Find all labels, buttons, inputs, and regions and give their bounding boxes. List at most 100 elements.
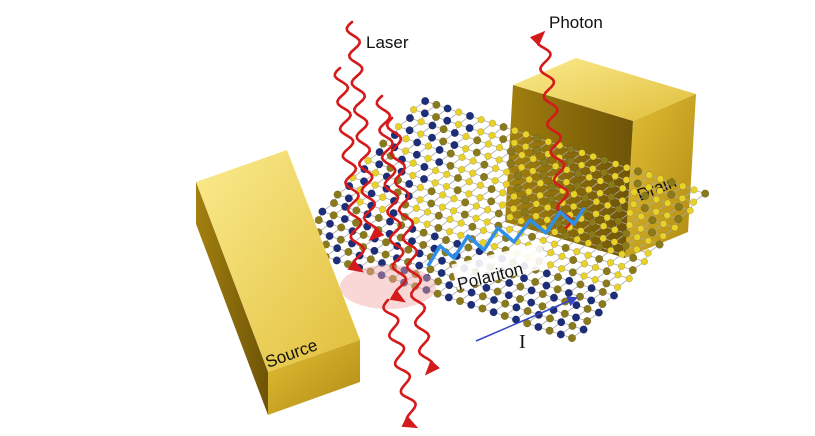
lattice-atom [438,203,447,211]
lattice-atom [520,208,529,217]
lattice-atom [594,308,603,317]
lattice-atom [506,159,515,168]
laser-wave [385,116,440,376]
lattice-atom [490,242,499,251]
lattice-atom [483,206,492,214]
lattice-atom [614,205,623,214]
lattice-atom [439,125,448,134]
lattice-atom [576,280,585,289]
lattice-atom [595,242,604,251]
lattice-atom [652,208,660,216]
lattice-atom [585,185,593,194]
lattice-atom [611,172,619,180]
lattice-atom [439,191,447,199]
lattice-atom [458,153,466,161]
lattice-atom [378,205,387,214]
lattice-atom [513,183,522,193]
lattice-atom [674,202,683,211]
lattice-atom [512,303,521,312]
lattice-atom [333,244,342,253]
lattice-atom [536,191,544,200]
lattice-atom [527,298,536,307]
lattice-atom [416,196,424,204]
lattice-atom [446,161,455,170]
lattice-atom [637,225,645,233]
lattice-atom [500,311,509,320]
lattice-atom [598,287,607,296]
lattice-atom [626,209,634,217]
photon-emission [529,30,573,230]
lattice-atom [419,240,428,249]
lattice-atom [519,274,529,283]
lattice-atom [580,272,588,280]
lattice-atom [600,156,609,165]
lattice-atom [409,171,417,180]
lattice-atom [575,292,585,301]
lattice-atom [573,235,581,244]
laser-wave [375,94,408,303]
lattice-atom [566,145,575,154]
lattice-atom [484,140,493,148]
lattice-atom [416,183,425,192]
lattice-atom [450,141,459,150]
lattice-atom [434,223,443,232]
lattice-atom [479,226,488,235]
lattice-atom [402,135,410,143]
lattice-atom [602,279,611,288]
lattice-atom [343,260,353,269]
lattice-atom [611,226,619,234]
laser-beam [333,20,440,429]
lattice-atom [633,179,642,188]
lattice-atom [431,166,440,175]
lattice-atom [577,227,585,235]
lattice-atom [625,274,633,283]
lattice-atom [573,247,581,256]
current-label: I [519,331,526,353]
lattice-atom [603,201,612,210]
lattice-atom [446,149,455,158]
lattice-atom [421,97,430,106]
lattice-atom [547,195,556,204]
lattice-atom [591,263,600,272]
lattice-atom [488,131,496,140]
lattice-atom [431,179,439,187]
lattice-atom [419,175,429,184]
lattice-atom [647,228,657,237]
lattice-atom [432,100,441,109]
lattice-atom [465,111,475,120]
lattice-atom [674,215,683,224]
lattice-atom [543,203,552,212]
lattice-atom [569,202,578,211]
lattice-atom [422,285,431,295]
lattice-atom [558,252,566,261]
lattice-atom [495,156,503,164]
lattice-atom [443,104,452,113]
lattice-atom [359,230,368,239]
lattice-atom [409,105,418,114]
lattice-atom [599,168,609,177]
lattice-atom [671,223,679,232]
lattice-atom [488,119,497,127]
lattice-atom [467,288,476,297]
lattice-atom [336,235,345,244]
lattice-atom [546,261,555,269]
lattice-atom [379,139,388,148]
lattice-atom [592,210,600,218]
lattice-atom [618,250,626,258]
source-front-face [268,340,360,415]
lattice-atom [633,245,641,254]
lattice-atom [491,176,499,185]
lattice-atom [325,231,334,241]
lattice-atom [538,302,547,311]
lattice-atom [510,192,518,201]
lattice-atom [619,184,627,193]
lattice-atom [503,168,511,176]
lattice-atom [557,318,566,327]
lattice-atom [607,246,615,255]
lattice-atom [356,198,364,206]
lattice-atom [329,199,339,208]
lattice-atom [478,304,487,313]
lattice-atom [506,147,515,156]
lattice-atom [587,296,596,305]
lattice-atom [584,239,593,247]
